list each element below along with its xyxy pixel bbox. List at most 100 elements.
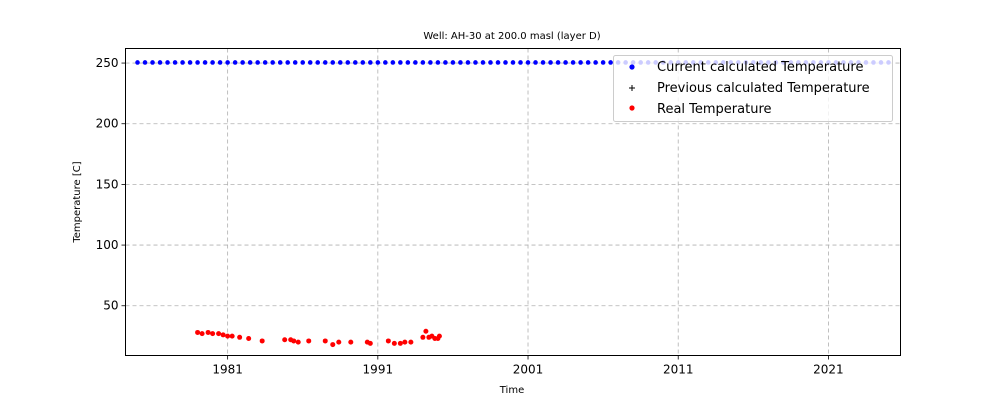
current-temperature-point bbox=[585, 60, 591, 65]
current-temperature-point bbox=[578, 60, 583, 65]
real-temperature-point bbox=[237, 334, 243, 340]
legend-box bbox=[613, 55, 893, 122]
current-temperature-point bbox=[187, 60, 193, 65]
current-temperature-point bbox=[510, 60, 516, 65]
real-temperature-point bbox=[336, 339, 342, 345]
y-tick-label: 50 bbox=[103, 299, 118, 313]
real-temperature-point bbox=[259, 338, 265, 344]
current-temperature-point bbox=[337, 60, 343, 65]
current-temperature-point bbox=[315, 60, 321, 65]
real-temperature-point bbox=[330, 342, 336, 348]
legend-marker-previous bbox=[629, 85, 635, 91]
real-temperature-point bbox=[391, 340, 397, 346]
real-temperature-point bbox=[291, 338, 297, 344]
current-temperature-point bbox=[330, 60, 336, 65]
current-temperature-point bbox=[450, 60, 456, 65]
current-temperature-point bbox=[345, 60, 351, 65]
current-temperature-point bbox=[285, 60, 291, 65]
current-temperature-point bbox=[300, 60, 306, 65]
current-temperature-point bbox=[398, 60, 403, 65]
current-temperature-point bbox=[360, 60, 366, 65]
current-temperature-point bbox=[180, 60, 185, 65]
current-temperature-point bbox=[563, 60, 568, 65]
current-temperature-point bbox=[165, 60, 170, 65]
y-tick-label: 100 bbox=[96, 238, 119, 252]
real-temperature-point bbox=[367, 340, 373, 346]
legend-label-current: Current calculated Temperature bbox=[657, 60, 863, 75]
current-temperature-point bbox=[292, 60, 298, 65]
current-temperature-point bbox=[503, 60, 508, 65]
current-temperature-point bbox=[383, 60, 388, 65]
real-temperature-point bbox=[225, 333, 231, 339]
x-tick-label: 2011 bbox=[663, 363, 694, 377]
current-temperature-point bbox=[413, 60, 418, 65]
current-temperature-point bbox=[352, 60, 358, 65]
x-tick-label: 1991 bbox=[363, 363, 394, 377]
real-temperature-point bbox=[408, 339, 414, 345]
current-temperature-point bbox=[555, 60, 561, 65]
real-temperature-point bbox=[246, 336, 252, 342]
current-temperature-point bbox=[480, 60, 486, 65]
legend-label-previous: Previous calculated Temperature bbox=[657, 81, 870, 96]
current-temperature-point bbox=[368, 60, 373, 65]
real-temperature-point bbox=[322, 338, 328, 344]
current-temperature-point bbox=[608, 60, 613, 65]
current-temperature-point bbox=[473, 60, 478, 65]
x-tick-label: 1981 bbox=[212, 363, 243, 377]
real-temperature-point bbox=[220, 332, 226, 338]
current-temperature-point bbox=[157, 60, 163, 65]
current-temperature-point bbox=[247, 60, 253, 65]
current-temperature-point bbox=[135, 60, 140, 65]
current-temperature-point bbox=[518, 60, 523, 65]
current-temperature-point bbox=[458, 60, 463, 65]
legend: Current calculated Temperature Previous … bbox=[613, 55, 893, 122]
real-temperature-point bbox=[195, 329, 201, 335]
current-temperature-point bbox=[142, 60, 148, 65]
current-temperature-point bbox=[232, 60, 238, 65]
real-temperature-point bbox=[402, 339, 408, 345]
y-axis-label: Temperature [C] bbox=[72, 161, 83, 243]
real-temperature-point bbox=[229, 333, 235, 339]
real-temperature-point bbox=[205, 329, 211, 335]
x-tick-label: 2001 bbox=[513, 363, 544, 377]
current-temperature-point bbox=[405, 60, 411, 65]
current-temperature-point bbox=[570, 60, 576, 65]
x-axis-label: Time bbox=[499, 385, 524, 396]
current-temperature-point bbox=[322, 60, 328, 65]
current-temperature-point bbox=[465, 60, 471, 65]
current-temperature-point bbox=[600, 60, 606, 65]
current-temperature-point bbox=[375, 60, 381, 65]
current-temperature-point bbox=[307, 60, 313, 65]
chart-title: Well: AH-30 at 200.0 masl (layer D) bbox=[423, 31, 600, 42]
legend-label-real: Real Temperature bbox=[657, 102, 772, 117]
plot-frame bbox=[125, 48, 901, 356]
real-temperature-point bbox=[348, 339, 354, 345]
ticks-layer: 1981 1991 2001 2011 2021 50 100 150 200 250 bbox=[96, 56, 844, 376]
current-temperature-point bbox=[533, 60, 538, 65]
real-temperature-point bbox=[397, 340, 403, 346]
current-temperature-point bbox=[525, 60, 531, 65]
real-temperature-point bbox=[423, 328, 429, 334]
real-temperature-point bbox=[306, 338, 312, 344]
current-temperature-point bbox=[488, 60, 493, 65]
current-temperature-point bbox=[210, 60, 215, 65]
current-temperature-point bbox=[435, 60, 441, 65]
legend-marker-current bbox=[629, 64, 635, 70]
current-temperature-point bbox=[270, 60, 275, 65]
real-temperature-point bbox=[210, 331, 216, 337]
current-temperature-point bbox=[262, 60, 268, 65]
current-temperature-point bbox=[240, 60, 245, 65]
real-temperature-point bbox=[385, 338, 391, 344]
y-tick-label: 200 bbox=[96, 117, 119, 131]
current-temperature-point bbox=[593, 60, 598, 65]
current-temperature-point bbox=[172, 60, 178, 65]
current-temperature-point bbox=[548, 60, 553, 65]
real-temperature-point bbox=[436, 333, 442, 339]
current-temperature-point bbox=[420, 60, 426, 65]
current-temperature-point bbox=[390, 60, 396, 65]
current-temperature-point bbox=[277, 60, 283, 65]
current-temperature-point bbox=[202, 60, 208, 65]
real-temperature-point bbox=[216, 331, 222, 337]
current-temperature-point bbox=[443, 60, 448, 65]
